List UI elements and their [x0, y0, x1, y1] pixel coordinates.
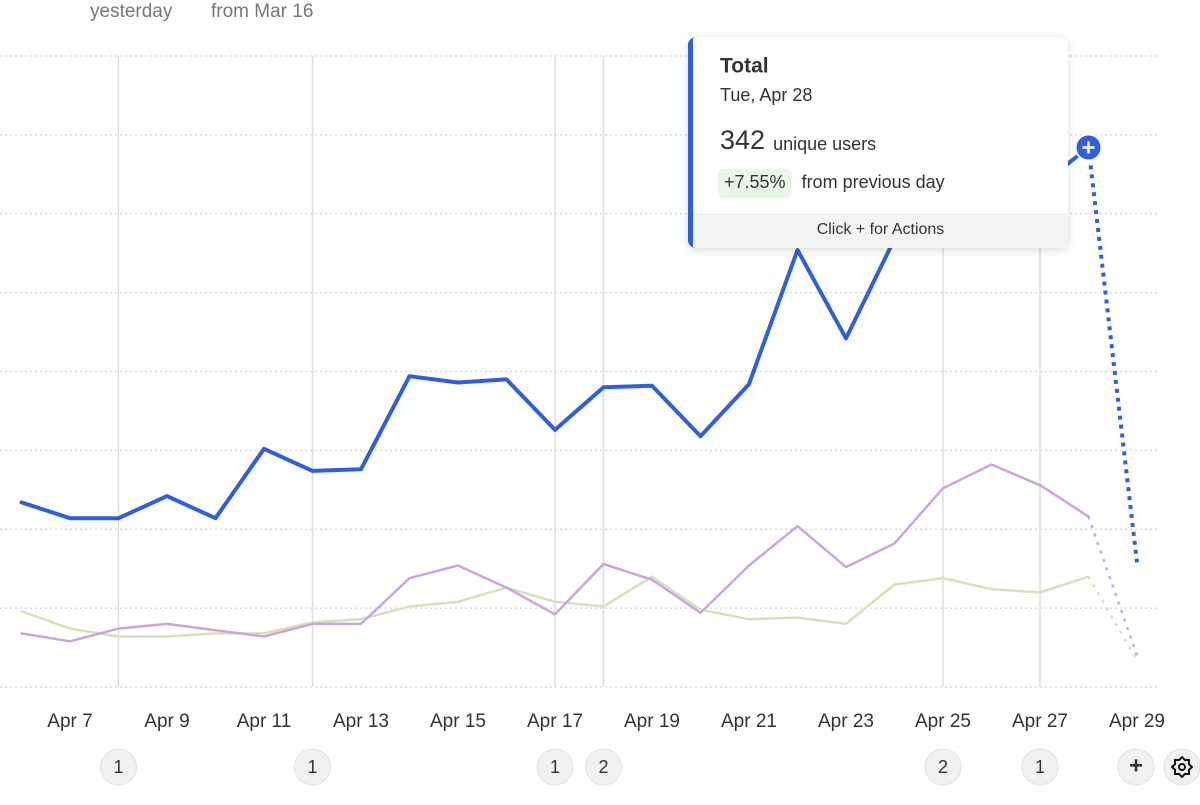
x-tick-label: Apr 11 [237, 711, 292, 732]
line [20, 575, 1090, 638]
settings-icon-hole [1178, 763, 1186, 771]
line-incomplete [1086, 147, 1139, 563]
annotation-count: 1 [1035, 757, 1045, 777]
tooltip: Total Tue, Apr 28 342 unique users +7.55% fro… [688, 37, 1068, 248]
tooltip-date: Tue, Apr 28 [720, 85, 812, 105]
tooltip-unit: unique users [773, 134, 876, 154]
x-tick-label: Apr 27 [1012, 711, 1068, 732]
x-tick-label: Apr 9 [144, 711, 189, 732]
tooltip-change-text: from previous day [802, 172, 945, 192]
tooltip-value: 342 [720, 125, 765, 155]
annotation-badge[interactable] [100, 748, 137, 786]
settings-icon [1171, 756, 1193, 778]
x-tick-label: Apr 17 [527, 711, 583, 732]
point-plus [1082, 141, 1095, 154]
annotation-badge[interactable] [924, 748, 962, 786]
annotation-badge[interactable] [294, 748, 331, 786]
tooltip-footer: Click + for Actions [817, 221, 945, 238]
annotation-badge[interactable] [1021, 748, 1059, 786]
x-tick-label: Apr 15 [430, 711, 486, 732]
annotation-count: 1 [113, 757, 123, 777]
settings-button[interactable] [1163, 748, 1200, 786]
tooltip-title: Total [720, 55, 769, 78]
x-tick-label: Apr 29 [1109, 711, 1165, 732]
annotation-count: 1 [550, 757, 560, 777]
header-left: yesterday [90, 1, 173, 22]
tooltip-change-bg [718, 169, 792, 198]
x-tick-label: Apr 21 [721, 711, 777, 732]
line [20, 463, 1090, 643]
annotation-count: 2 [938, 757, 948, 777]
x-tick-label: Apr 23 [818, 711, 874, 732]
annotation-count: 1 [307, 757, 317, 777]
annotation-badge[interactable] [585, 748, 622, 786]
line-incomplete [1087, 575, 1139, 661]
annotation-badge[interactable] [536, 748, 574, 786]
x-tick-label: Apr 19 [624, 711, 680, 732]
header-right: from Mar 16 [211, 1, 313, 22]
tooltip-change: +7.55% [724, 172, 786, 192]
add-button-label: + [1129, 752, 1143, 779]
tooltip-footer-bg [693, 213, 1068, 248]
x-tick-label: Apr 13 [333, 711, 389, 732]
add-button[interactable] [1117, 748, 1155, 786]
line-incomplete [1087, 516, 1139, 656]
x-tick-label: Apr 7 [47, 711, 92, 732]
annotation-count: 2 [598, 757, 608, 777]
tooltip-accent-bar [688, 43, 693, 242]
x-tick-label: Apr 25 [915, 711, 971, 732]
